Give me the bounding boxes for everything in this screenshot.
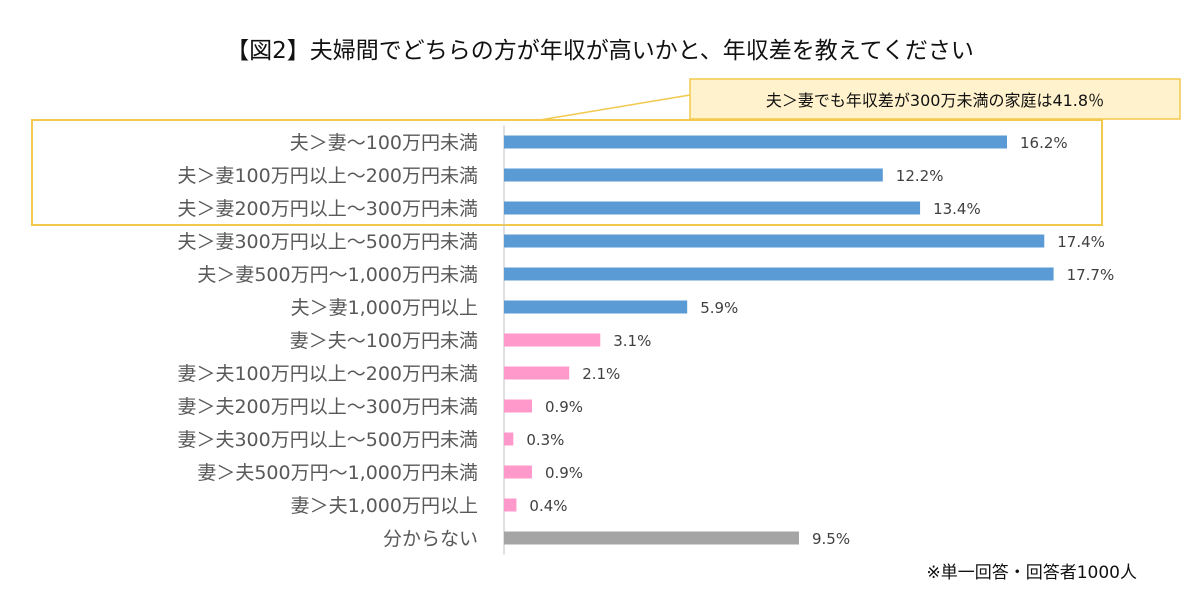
category-label-8: 妻＞夫100万円以上〜200万円未満: [177, 363, 478, 385]
category-label-9: 妻＞夫200万円以上〜300万円未満: [177, 396, 478, 418]
value-label-6: 5.9%: [700, 299, 738, 317]
bar-5: [504, 267, 1054, 281]
category-label-10: 妻＞夫300万円以上〜500万円未満: [177, 429, 478, 451]
value-label-12: 0.4%: [529, 497, 567, 515]
category-label-2: 夫＞妻100万円以上〜200万円未満: [177, 165, 478, 187]
category-label-13: 分からない: [383, 528, 478, 550]
value-label-13: 9.5%: [812, 530, 850, 548]
category-label-3: 夫＞妻200万円以上〜300万円未満: [177, 198, 478, 220]
value-labels-group: 16.2% 12.2% 13.4% 17.4% 17.7% 5.9% 3.1% 2.1% 0.9…: [526, 134, 1114, 548]
bar-4: [504, 234, 1045, 248]
value-label-9: 0.9%: [545, 398, 583, 416]
category-label-7: 妻＞夫〜100万円未満: [290, 330, 478, 352]
bar-13: [504, 531, 799, 545]
footnote: ※単一回答・回答者1000人: [926, 563, 1137, 583]
bar-1: [504, 135, 1008, 149]
callout-leader-line: [539, 94, 691, 121]
category-label-12: 妻＞夫1,000万円以上: [291, 495, 478, 517]
highlight-group: 夫＞妻でも年収差が300万未満の家庭は41.8％: [31, 78, 1181, 226]
bar-9: [504, 399, 532, 413]
value-label-8: 2.1%: [582, 365, 620, 383]
bar-2: [504, 168, 883, 182]
value-label-11: 0.9%: [545, 464, 583, 482]
bar-10: [504, 432, 514, 446]
category-label-6: 夫＞妻1,000万円以上: [291, 297, 478, 319]
category-label-11: 妻＞夫500万円〜1,000万円未満: [197, 462, 478, 484]
bar-7: [504, 333, 601, 347]
highlight-box: [31, 119, 1103, 226]
callout-box: [689, 78, 1181, 120]
value-label-4: 17.4%: [1057, 233, 1105, 251]
value-label-2: 12.2%: [896, 167, 944, 185]
value-label-5: 17.7%: [1067, 266, 1115, 284]
category-label-4: 夫＞妻300万円以上〜500万円未満: [177, 231, 478, 253]
value-label-3: 13.4%: [933, 200, 981, 218]
value-label-10: 0.3%: [526, 431, 564, 449]
bar-8: [504, 366, 570, 380]
value-label-1: 16.2%: [1020, 134, 1068, 152]
callout-text: 夫＞妻でも年収差が300万未満の家庭は41.8％: [766, 91, 1104, 110]
bar-12: [504, 498, 517, 512]
category-label-1: 夫＞妻〜100万円未満: [290, 132, 478, 154]
category-labels-group: 夫＞妻〜100万円未満夫＞妻100万円以上〜200万円未満夫＞妻200万円以上〜…: [177, 132, 478, 550]
bars-group: [504, 135, 1054, 545]
category-label-5: 夫＞妻500万円〜1,000万円未満: [197, 264, 478, 286]
bar-11: [504, 465, 532, 479]
chart-title: 【図2】夫婦間でどちらの方が年収が高いかと、年収差を教えてください: [226, 38, 974, 64]
bar-6: [504, 300, 688, 314]
value-label-7: 3.1%: [613, 332, 651, 350]
bar-3: [504, 201, 921, 215]
